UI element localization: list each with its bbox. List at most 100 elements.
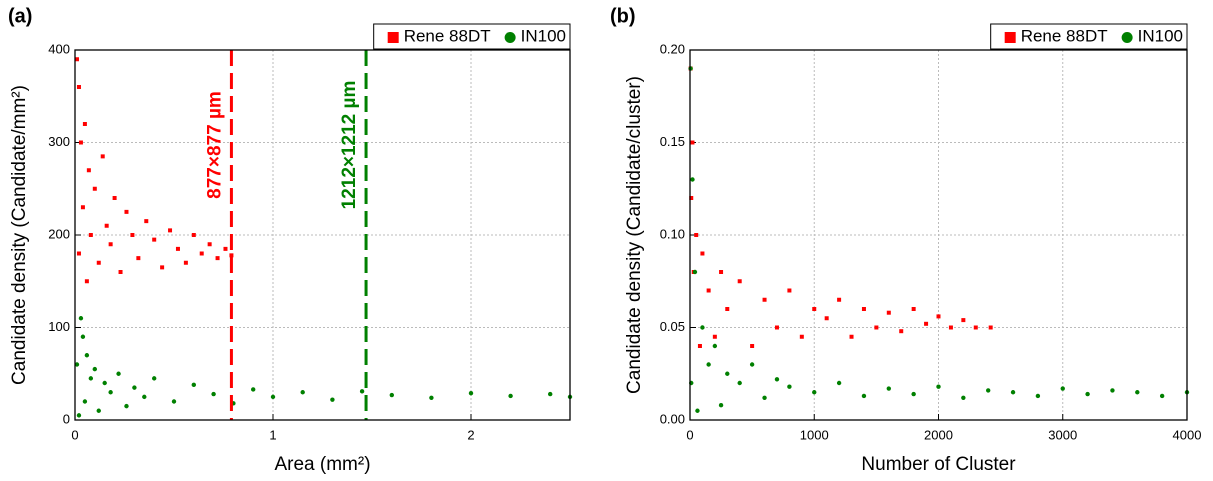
point <box>689 196 694 200</box>
legend: IN100 Rene 88DT <box>990 23 1188 50</box>
x-axis-title: Number of Cluster <box>861 454 1016 475</box>
point <box>223 246 228 251</box>
point <box>725 307 730 311</box>
point <box>924 321 929 326</box>
point <box>112 196 117 200</box>
point <box>812 307 817 311</box>
point <box>96 260 101 265</box>
point <box>76 413 82 418</box>
point <box>1110 388 1115 393</box>
point <box>936 314 941 319</box>
legend-marker <box>387 32 399 43</box>
point <box>725 371 730 376</box>
point <box>142 394 147 400</box>
point <box>1010 390 1016 395</box>
point <box>737 279 742 284</box>
point <box>215 256 220 261</box>
legend-frame <box>373 23 571 50</box>
point <box>124 403 129 409</box>
point <box>961 395 966 400</box>
point <box>694 233 699 237</box>
point <box>508 393 513 399</box>
y-tick-label: 0.00 <box>660 411 685 426</box>
point <box>78 140 83 145</box>
point <box>712 343 718 349</box>
point <box>330 397 335 402</box>
point <box>812 390 817 395</box>
point <box>1135 390 1140 395</box>
point <box>108 390 113 395</box>
point <box>429 395 434 400</box>
point <box>836 380 842 386</box>
y-tick-label: 100 <box>48 319 70 334</box>
point <box>468 390 474 396</box>
point <box>861 307 866 311</box>
point <box>799 334 804 339</box>
point <box>1035 393 1041 399</box>
point <box>88 376 94 381</box>
x-tick-label: 4000 <box>1173 427 1202 442</box>
point <box>152 237 157 242</box>
point <box>886 310 891 315</box>
plot-frame <box>689 49 1188 421</box>
point <box>911 307 916 311</box>
annotation: 877×877 µm <box>204 91 225 199</box>
point <box>750 344 755 348</box>
point <box>96 408 101 413</box>
point <box>1159 393 1165 399</box>
point <box>92 186 97 191</box>
y-tick-label: 0.20 <box>660 41 685 56</box>
point <box>986 388 991 393</box>
point <box>389 392 394 398</box>
y-axis-title: Candidate density (Candidate/cluster) <box>624 76 645 394</box>
point <box>774 325 779 330</box>
point <box>251 387 256 392</box>
panel-label: (b) <box>610 5 636 27</box>
point <box>300 390 305 395</box>
point <box>175 246 180 251</box>
point <box>762 395 767 400</box>
point <box>191 233 196 237</box>
y-axis-title: Candidate density (Candidate/mm²) <box>9 85 30 385</box>
x-tick-label: 2 <box>467 427 474 442</box>
point <box>1085 391 1090 397</box>
point <box>911 391 916 397</box>
point <box>961 318 966 323</box>
point <box>936 384 941 389</box>
point <box>824 316 829 321</box>
point <box>191 382 196 388</box>
point <box>80 334 86 339</box>
point <box>1060 386 1065 391</box>
point <box>712 334 717 339</box>
point <box>899 329 904 334</box>
y-tick-label: 400 <box>48 41 70 56</box>
point <box>104 223 109 228</box>
point <box>874 325 879 330</box>
point <box>102 380 107 386</box>
point <box>207 242 212 247</box>
point <box>124 209 129 214</box>
point <box>211 391 216 397</box>
point <box>948 325 953 330</box>
point <box>86 168 91 173</box>
legend-label: Rene 88DT <box>404 26 491 45</box>
legend-marker <box>504 32 516 43</box>
point <box>548 391 553 397</box>
point <box>787 384 792 389</box>
point <box>144 219 149 224</box>
x-axis-title: Area (mm²) <box>274 454 370 475</box>
point <box>84 353 90 358</box>
point <box>719 270 724 274</box>
point <box>160 265 165 270</box>
point <box>76 85 81 89</box>
panel-label: (a) <box>8 5 32 27</box>
point <box>80 205 85 210</box>
point <box>706 362 711 367</box>
point <box>697 344 702 348</box>
point <box>706 288 711 293</box>
point <box>183 260 188 265</box>
point <box>229 253 234 258</box>
point <box>861 393 867 399</box>
point <box>152 376 157 381</box>
